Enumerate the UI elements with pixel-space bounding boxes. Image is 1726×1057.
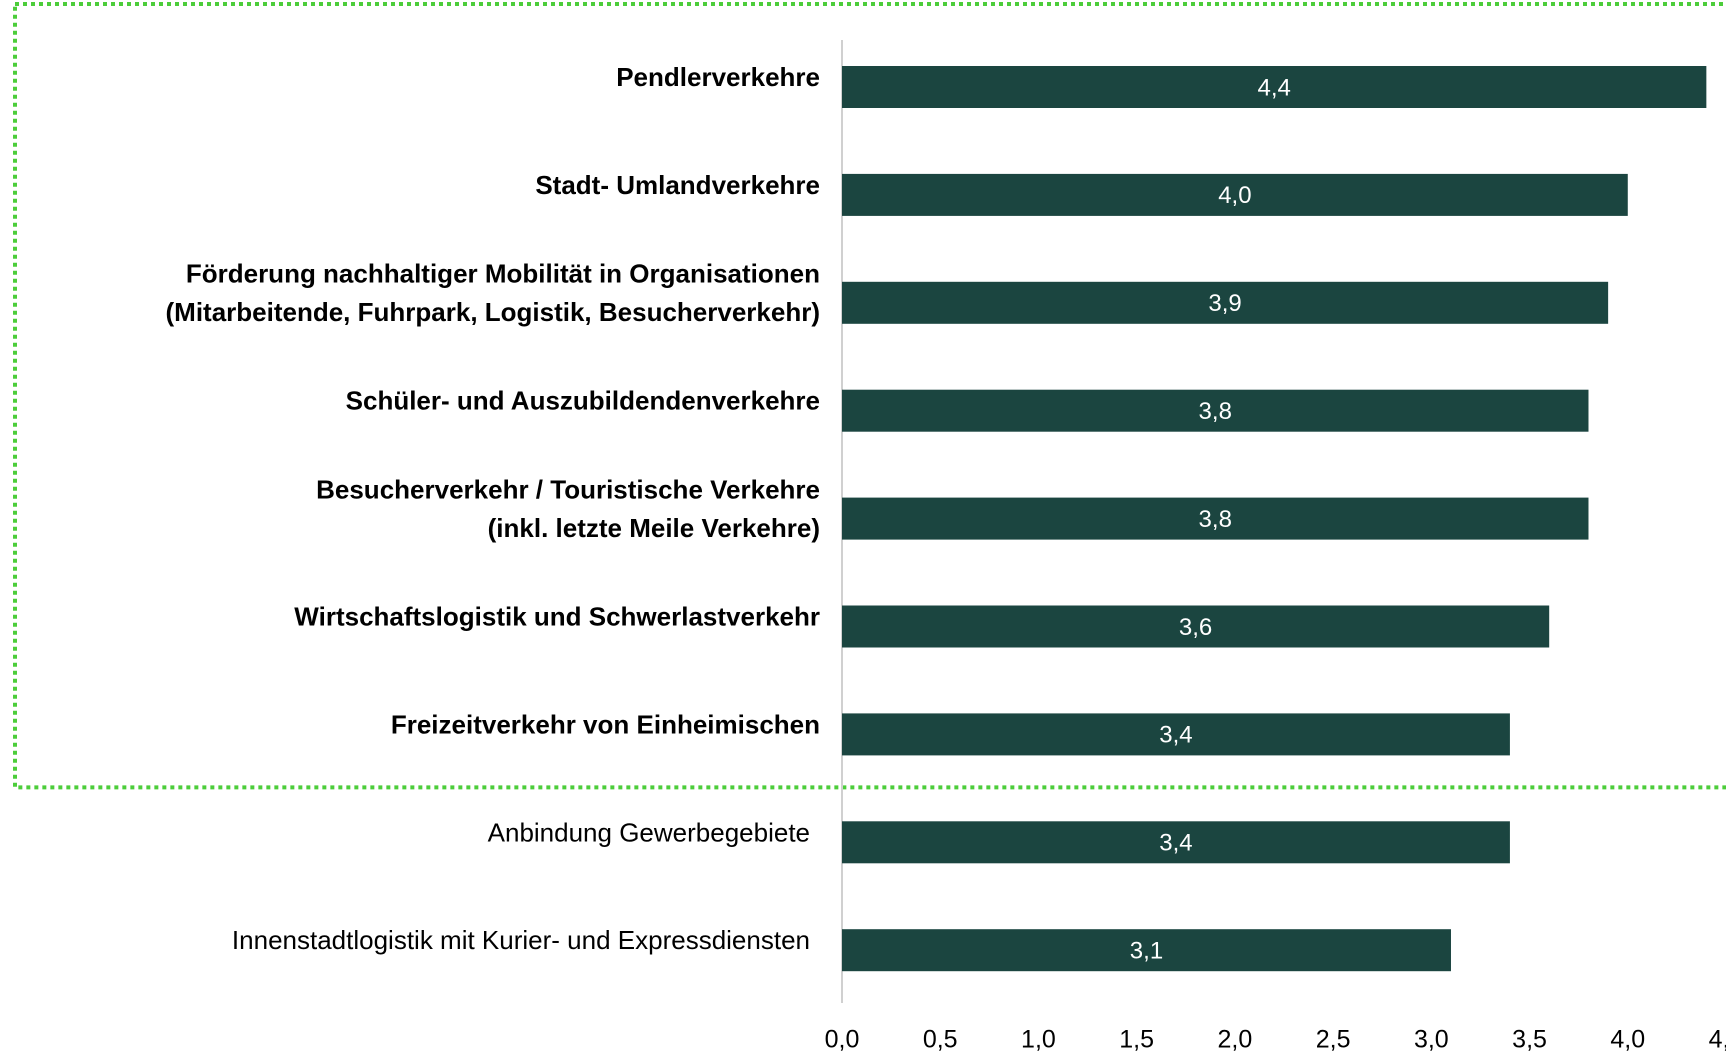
value-label: 3,8	[1199, 506, 1232, 533]
category-label-line: Besucherverkehr / Touristische Verkehre	[316, 474, 820, 504]
category-label-line: Pendlerverkehre	[616, 62, 820, 92]
bar	[842, 605, 1550, 648]
x-tick-label: 0,0	[825, 1026, 860, 1054]
x-tick-label: 2,0	[1218, 1026, 1253, 1054]
category-label: Anbindung Gewerbegebiete	[488, 817, 810, 847]
category-label-line: Anbindung Gewerbegebiete	[488, 817, 810, 847]
bar	[842, 929, 1451, 972]
category-label: Förderung nachhaltiger Mobilität in Orga…	[166, 258, 821, 327]
bar	[842, 66, 1707, 108]
value-label: 4,4	[1257, 74, 1290, 101]
value-label: 3,8	[1199, 398, 1232, 425]
category-label-line: Freizeitverkehr von Einheimischen	[391, 709, 820, 739]
bar	[842, 821, 1510, 864]
category-label: Besucherverkehr / Touristische Verkehre (…	[316, 474, 820, 542]
value-label: 4,0	[1218, 182, 1251, 209]
x-tick-label: 2,5	[1316, 1026, 1351, 1054]
category-label-line: Schüler- und Auszubildendenverkehre	[346, 386, 820, 416]
x-tick-label: 3,5	[1512, 1026, 1547, 1054]
x-tick-label: 1,5	[1119, 1026, 1154, 1054]
bar	[842, 281, 1609, 324]
value-label: 3,1	[1130, 938, 1163, 965]
value-label: 3,4	[1159, 722, 1192, 749]
category-label-line: Förderung nachhaltiger Mobilität in Orga…	[186, 258, 820, 288]
category-label-line: (inkl. letzte Meile Verkehre)	[488, 513, 820, 543]
category-label-line: Innenstadtlogistik mit Kurier- und Expre…	[232, 925, 810, 955]
value-label: 3,9	[1208, 290, 1241, 317]
category-label: Freizeitverkehr von Einheimischen	[391, 709, 820, 739]
x-tick-label: 4,5	[1709, 1026, 1726, 1054]
category-label-line: Stadt- Umlandverkehre	[535, 170, 820, 200]
x-tick-label: 0,5	[923, 1026, 958, 1054]
value-label: 3,4	[1159, 830, 1192, 857]
bar	[842, 713, 1510, 756]
bar	[842, 497, 1589, 540]
value-label: 3,6	[1179, 614, 1212, 641]
category-label: Pendlerverkehre	[616, 62, 820, 92]
highlight-box	[13, 2, 1726, 790]
x-tick-label: 4,0	[1610, 1026, 1645, 1054]
category-label-line: (Mitarbeitende, Fuhrpark, Logistik, Besu…	[166, 297, 821, 327]
x-tick-label: 3,0	[1414, 1026, 1449, 1054]
category-label: Schüler- und Auszubildendenverkehre	[346, 386, 820, 416]
bar	[842, 173, 1628, 216]
category-label: Innenstadtlogistik mit Kurier- und Expre…	[232, 925, 810, 955]
category-label: Wirtschaftslogistik und Schwerlastverkeh…	[294, 601, 820, 631]
bar	[842, 389, 1589, 432]
category-label: Stadt- Umlandverkehre	[535, 170, 820, 200]
category-label-line: Wirtschaftslogistik und Schwerlastverkeh…	[294, 601, 820, 631]
x-tick-label: 1,0	[1021, 1026, 1056, 1054]
